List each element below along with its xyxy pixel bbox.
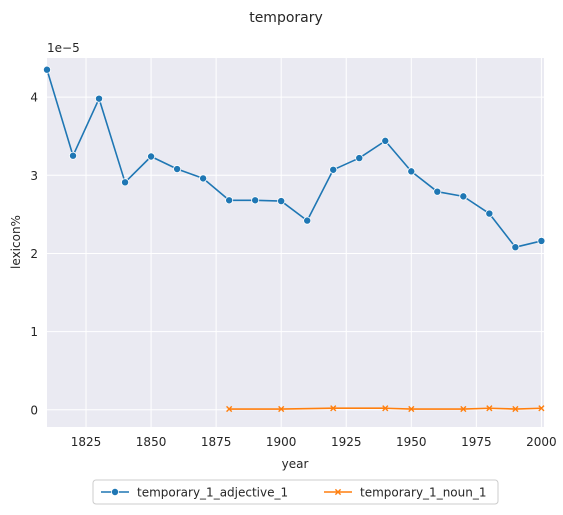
y-tick-labels: 0 1 2 3 4 [30, 91, 38, 418]
legend-box [92, 479, 499, 505]
y-tick-label: 3 [30, 169, 38, 183]
data-point [433, 187, 442, 196]
x-axis-label: year [282, 457, 309, 471]
data-point [199, 174, 208, 183]
data-point [537, 236, 546, 245]
data-point [278, 405, 285, 413]
data-point [303, 216, 312, 225]
x-tick-label: 2000 [526, 435, 557, 449]
chart-title: temporary [249, 10, 323, 26]
data-point [69, 151, 78, 160]
legend-label-adjective: temporary_1_adjective_1 [137, 486, 288, 500]
data-point [329, 165, 338, 174]
y-tick-label: 2 [30, 247, 38, 261]
data-point [511, 243, 520, 252]
data-point [538, 405, 545, 412]
y-tick-label: 4 [30, 91, 38, 105]
x-tick-label: 1975 [461, 435, 492, 449]
x-tick-label: 1925 [331, 435, 362, 449]
x-tick-label: 1825 [71, 435, 102, 449]
data-point [147, 152, 156, 161]
data-point [225, 196, 234, 205]
data-point [277, 197, 286, 206]
data-point [355, 154, 364, 163]
data-point [43, 65, 52, 74]
y-tick-label: 0 [30, 403, 38, 417]
data-point [407, 167, 416, 176]
data-point [251, 196, 260, 205]
x-tick-label: 1875 [201, 435, 232, 449]
y-axis-label: lexicon% [9, 215, 23, 269]
data-point [121, 178, 130, 187]
x-tick-label: 1950 [396, 435, 427, 449]
legend: temporary_1_adjective_1 temporary_1_noun… [92, 479, 499, 505]
data-point [226, 405, 233, 413]
series-line-0 [46, 69, 542, 248]
y-tick-label: 1 [30, 325, 38, 339]
x-tick-label: 1900 [266, 435, 297, 449]
data-point [485, 209, 494, 218]
data-point [330, 405, 337, 412]
data-point [460, 405, 467, 413]
legend-marker-noun [334, 488, 342, 496]
plot-area [47, 58, 544, 427]
data-point [173, 165, 182, 174]
data-point [381, 136, 390, 145]
legend-label-noun: temporary_1_noun_1 [360, 486, 487, 500]
data-point [486, 405, 493, 412]
data-point [408, 405, 415, 413]
data-point [459, 192, 468, 201]
legend-marker-adjective [111, 487, 120, 496]
x-tick-label: 1850 [136, 435, 167, 449]
data-point [382, 405, 389, 412]
data-point [512, 405, 519, 413]
x-tick-labels: 1825 1850 1875 1900 1925 1950 1975 2000 [71, 435, 557, 449]
y-scale-label: 1e−5 [47, 41, 80, 55]
data-point [95, 94, 104, 103]
series-layer [43, 65, 546, 413]
